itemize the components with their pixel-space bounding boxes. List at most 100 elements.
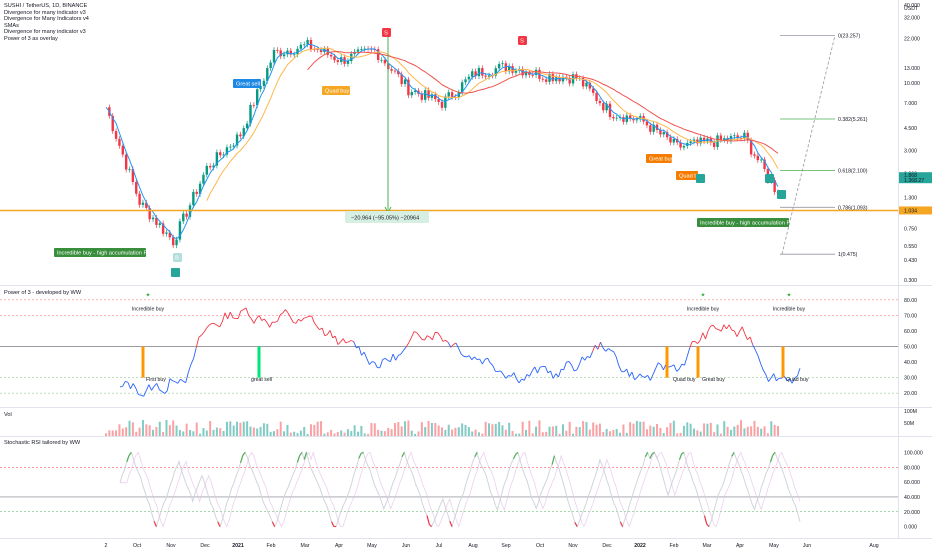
candle xyxy=(440,101,444,108)
indicator-3[interactable]: SMAs xyxy=(4,22,19,29)
volume-bar xyxy=(612,429,615,436)
volume-bar xyxy=(209,420,212,436)
volume-bar xyxy=(252,427,255,436)
volume-bar xyxy=(121,428,124,436)
pow3-segment xyxy=(201,331,205,336)
pow3-segment xyxy=(300,317,305,322)
pow3-signal-bar xyxy=(257,346,261,378)
pow3-segment xyxy=(316,326,320,330)
volume-bar xyxy=(323,433,326,436)
candle xyxy=(548,74,551,82)
candle xyxy=(360,48,363,50)
time-tick: May xyxy=(769,543,779,549)
candle xyxy=(269,62,272,69)
price-tick: 13.000 xyxy=(904,66,920,72)
pow3-segment xyxy=(576,363,580,371)
pow3-segment xyxy=(324,334,328,337)
pow3-segment xyxy=(327,330,331,335)
candle xyxy=(222,154,225,156)
volume-bar xyxy=(286,424,289,436)
indicator-4[interactable]: Divergence for many indicator v3 xyxy=(4,29,86,36)
volume-bar xyxy=(145,424,148,436)
price-tick: 7.000 xyxy=(904,101,917,107)
volume-bar xyxy=(148,425,151,436)
candle xyxy=(397,71,400,75)
last-price-sub: 1.368.27 xyxy=(904,178,924,184)
pow3-segment xyxy=(329,330,334,338)
volume-bar xyxy=(740,420,743,436)
volume-bar xyxy=(625,432,628,436)
candle xyxy=(128,169,131,170)
volume-bar xyxy=(266,423,269,436)
candle xyxy=(726,138,729,141)
pow3-segment xyxy=(290,317,294,323)
indicator-5[interactable]: Power of 3 as overlay xyxy=(4,35,58,42)
pow3-segment xyxy=(140,394,144,397)
candle xyxy=(161,223,165,234)
candle xyxy=(289,50,292,55)
candle xyxy=(608,103,612,118)
pow3-segment xyxy=(432,332,436,340)
pow3-segment xyxy=(589,351,594,358)
candle xyxy=(420,93,424,100)
time-tick: Oct xyxy=(133,543,142,549)
volume-bar xyxy=(447,424,450,436)
pow3-star: ★ xyxy=(786,292,791,299)
candle xyxy=(555,77,558,82)
pow3-segment xyxy=(214,323,218,326)
candle xyxy=(753,154,756,156)
pow3-segment xyxy=(151,386,155,391)
volume-bar xyxy=(414,433,417,436)
pow3-segment xyxy=(366,358,370,365)
pane-power-of-3-title[interactable]: Power of 3 - developed by WW xyxy=(4,290,82,296)
quad-buy-top-flag-label: Quad buy xyxy=(325,89,349,95)
stoch-oversold-seg xyxy=(217,521,221,527)
indicator-2[interactable]: Divergence for Many Indicators v4 xyxy=(4,16,89,23)
volume-bar xyxy=(652,426,655,436)
candle xyxy=(219,152,222,156)
volume-bar xyxy=(656,423,659,436)
pane-volume-title[interactable]: Vol xyxy=(4,412,12,418)
pane-stoch-rsi-title[interactable]: Stochastic RSI tailored by WW xyxy=(4,440,81,446)
candle xyxy=(198,183,202,194)
buy-signal-3 xyxy=(777,190,786,199)
pow3-segment xyxy=(358,346,362,356)
candle xyxy=(292,54,296,56)
pow3-segment xyxy=(337,341,341,345)
indicator-1[interactable]: Divergence for many indicator v3 xyxy=(4,9,86,16)
stoch-tick: 80.000 xyxy=(904,465,920,471)
volume-bar xyxy=(501,425,504,436)
volume-bar xyxy=(158,421,161,436)
candle xyxy=(756,155,760,161)
candle xyxy=(182,213,185,222)
volume-bar xyxy=(565,430,568,436)
incredible-buy-right-flag-label: Incredible buy - high accumulation P/b xyxy=(700,221,795,227)
sma-fast-line xyxy=(105,44,779,240)
candle xyxy=(158,223,161,225)
volume-bar xyxy=(753,420,756,436)
stoch-overbought-seg xyxy=(678,453,683,460)
measure-box xyxy=(345,211,429,223)
pow3-signal-bar xyxy=(781,346,785,378)
candle xyxy=(195,191,198,194)
volume-bar xyxy=(168,425,171,436)
pow3-segment xyxy=(193,348,197,359)
stoch-oversold-seg xyxy=(330,521,335,527)
volume-bar xyxy=(474,429,477,436)
volume-bar xyxy=(598,423,601,436)
volume-bar xyxy=(336,432,339,436)
stoch-oversold-seg xyxy=(426,515,430,525)
candle xyxy=(662,132,665,135)
candle xyxy=(682,145,686,148)
pow3-segment xyxy=(264,318,268,323)
volume-bar xyxy=(202,428,205,436)
candle xyxy=(276,49,279,51)
symbol-title[interactable]: SUSHI / TetherUS, 1D, BINANCE xyxy=(4,3,88,9)
candle xyxy=(581,78,585,87)
pow3-segment xyxy=(794,375,798,379)
pow3-segment xyxy=(295,318,299,324)
pow3-segment xyxy=(342,338,347,344)
pow3-segment xyxy=(752,344,756,351)
pow3-segment xyxy=(148,384,152,391)
candle xyxy=(424,90,427,100)
